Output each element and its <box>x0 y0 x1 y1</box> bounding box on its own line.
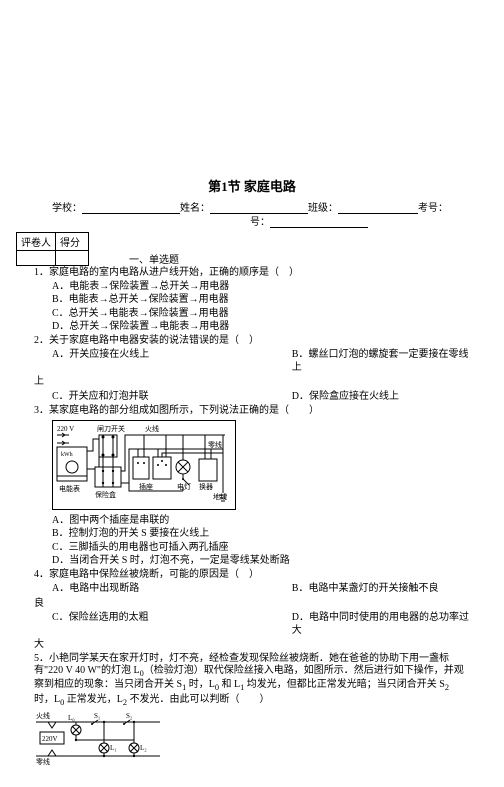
d2-L2: L₂ <box>140 744 147 752</box>
q4-optA: A．电路中出现断路 <box>52 583 292 596</box>
d2-zero: 零线 <box>36 757 50 766</box>
d2-220v: 220V <box>42 735 58 743</box>
q2-optB: B．螺丝口灯泡的螺旋套一定要接在零线上 <box>292 349 470 374</box>
score-cell[interactable] <box>56 251 89 266</box>
q3-optD: D．当闭合开关 S 时，灯泡不亮，一定是零线某处断路 <box>52 555 470 568</box>
q3-stem: 3．某家庭电路的部分组成如图所示，下列说法正确的是（ ） <box>34 405 470 418</box>
q1-optD: D．总开关→保险装置→电能表→用电器 <box>52 321 470 334</box>
d1-meter: 电能表 <box>59 484 80 493</box>
d1-dev: 换器 <box>199 482 213 491</box>
school-label: 学校： <box>52 199 82 214</box>
q5-stem: 5．小艳同学某天在家开灯时，灯不亮，经检查发现保险丝被烧断．她在爸爸的协助下用一… <box>34 653 470 709</box>
part-label: 一、单选题 <box>129 251 179 266</box>
q2-optC: C．开关应和灯泡并联 <box>52 391 292 404</box>
d2-L1: L₁ <box>110 744 117 752</box>
q4-stem: 4．家庭电路中保险丝被烧断，可能的原因是（ ） <box>34 569 470 582</box>
d2-S2: S₂ <box>126 712 133 720</box>
grader-table: 评卷人 得分 <box>16 232 89 266</box>
q3-optB: B．控制灯泡的开关 S 要接在火线上 <box>52 528 470 541</box>
q2-stem: 2．关于家庭电路中电器安装的说法错误的是（ ） <box>34 335 470 348</box>
q4-optC: C．保险丝选用的太粗 <box>52 612 292 637</box>
q2-optB-cont: 上 <box>34 376 470 389</box>
q4-optB-cont: 良 <box>34 598 470 611</box>
grader-label: 评卷人 <box>17 233 56 251</box>
q2-optA: A．开关应接在火线上 <box>52 349 292 374</box>
d1-zero: 零线 <box>208 440 222 449</box>
q4-optD-cont: 大 <box>34 639 470 652</box>
d1-fire: 火线 <box>145 424 159 433</box>
q3-optC: C．三脚插头的用电器也可插入两孔插座 <box>52 542 470 555</box>
class-blank[interactable] <box>338 201 418 214</box>
q1-optC: C．总开关→电能表→保险装置→用电器 <box>52 308 470 321</box>
q1-optA: A．电能表→保险装置→总开关→用电器 <box>52 281 470 294</box>
q2-optD: D．保险盒应接在火线上 <box>292 391 470 404</box>
d2-L0: L₀ <box>68 714 75 722</box>
header-row-2: 号： <box>34 213 470 228</box>
school-blank[interactable] <box>82 201 180 214</box>
grader-cell[interactable] <box>17 251 56 266</box>
exam-label: 考号： <box>418 199 448 214</box>
d1-switch: 闸刀开关 <box>97 424 125 433</box>
d1-ground: 地线 <box>213 492 227 501</box>
section-title: 第1节 家庭电路 <box>34 176 470 195</box>
score-label: 得分 <box>56 233 89 251</box>
q4-optD: D．电路中同时使用的用电器的总功率过大 <box>292 612 470 637</box>
d1-fuse: 保险盒 <box>95 490 116 499</box>
d1-lamp: 电灯 <box>177 482 191 491</box>
d1-220v: 220 V <box>57 425 74 433</box>
circuit-diagram-1: 220 V kWh 电能表 闸刀开关 保险盒 <box>52 420 236 510</box>
q1-stem: 1．家庭电路的室内电路从进户线开始，正确的顺序是（ ） <box>34 267 470 280</box>
d2-S1: S₁ <box>94 712 100 720</box>
q3-optA: A．图中两个插座是串联的 <box>52 515 470 528</box>
header-row-1: 学校： 姓名： 班级： 考号： <box>34 199 470 214</box>
q4-optB: B．电路中某盏灯的开关接触不良 <box>292 583 470 596</box>
class-label: 班级： <box>308 199 338 214</box>
circuit-diagram-2: 火线 220V 零线 L₀ S₁ <box>34 710 162 768</box>
exam-blank[interactable] <box>270 215 368 228</box>
d1-socket: 插座 <box>139 482 153 491</box>
d1-kwh: kWh <box>61 452 73 458</box>
exam-num-label: 号： <box>250 213 270 228</box>
name-label: 姓名： <box>180 199 210 214</box>
q1-optB: B．电能表→总开关→保险装置→用电器 <box>52 294 470 307</box>
